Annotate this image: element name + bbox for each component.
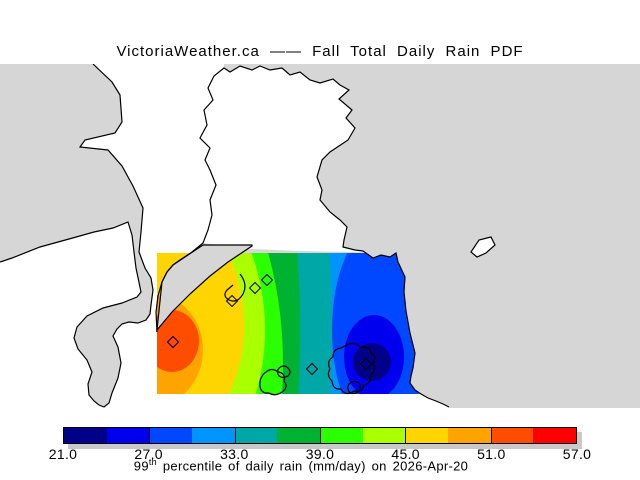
contour-band-group [157, 253, 430, 394]
colorbar-caption: 99th percentile of daily rain (mm/day) o… [134, 457, 468, 473]
island-outline-2 [276, 365, 291, 379]
colorbar-tick-line [320, 428, 321, 443]
colorbar [63, 427, 577, 444]
station-diamond-marker [248, 281, 262, 295]
plot-title: VictoriaWeather.ca —— Fall Total Daily R… [116, 43, 524, 60]
colorbar-tick-label: 33.0 [220, 446, 249, 462]
colorbar-tick-label: 51.0 [477, 446, 506, 462]
colorbar-tick-label: 21.0 [48, 446, 78, 462]
colorbar-tick-label: 27.0 [134, 446, 163, 462]
colorbar-tick-line [490, 428, 492, 443]
colorbar-cell [448, 428, 491, 443]
coastline-inlet-east [155, 65, 283, 333]
contour-map [0, 64, 640, 408]
colorbar-tick-label: 39.0 [305, 446, 335, 462]
colorbar-cell [277, 428, 321, 443]
colorbar-cell [320, 428, 363, 443]
station-diamond-marker [166, 335, 180, 349]
colorbar-tick-line [234, 428, 236, 443]
colorbar-cell [490, 428, 534, 443]
hook-peninsula-outline [224, 273, 246, 302]
colorbar-tick-label: 57.0 [562, 446, 592, 462]
colorbar-cell [362, 428, 406, 443]
caption-superscript: th [148, 457, 157, 467]
station-markers [166, 273, 373, 376]
station-diamond-marker [225, 294, 239, 308]
station-diamond-marker [260, 273, 274, 287]
colorbar-cell [149, 428, 193, 443]
water-center-region [200, 66, 396, 258]
colorbar-tick-label: 45.0 [391, 446, 420, 462]
colorbar-tick-line [405, 428, 407, 443]
colorbar-cell [106, 428, 150, 443]
bay-notch [470, 236, 496, 258]
colorbar-tick-line [149, 428, 151, 443]
caption-text: percentile of daily rain (mm/day) on 202… [156, 458, 469, 474]
caption-number: 99 [133, 458, 149, 474]
water-west-region [0, 64, 449, 408]
colorbar-cell [192, 428, 235, 443]
colorbar-cell [405, 428, 449, 443]
colorbar-cell [64, 428, 107, 443]
land-east [282, 64, 640, 408]
colorbar-cell [234, 428, 278, 443]
coastline-east [281, 67, 450, 408]
island-outline-4 [347, 380, 362, 395]
coastline-west [0, 64, 154, 408]
colorbar-cell [533, 428, 577, 443]
station-diamond-marker [305, 362, 319, 376]
station-diamond-marker [359, 357, 373, 371]
